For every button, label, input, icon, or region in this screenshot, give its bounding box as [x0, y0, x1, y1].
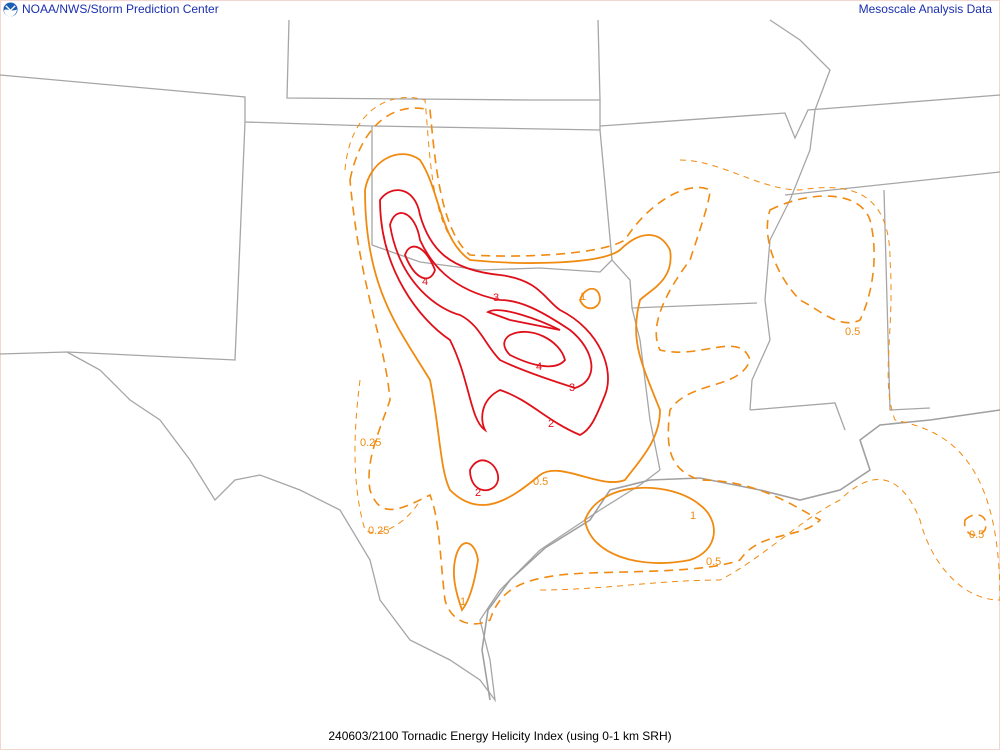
- contour-label: 0.25: [360, 437, 381, 449]
- contour-label: 4: [422, 276, 428, 288]
- contour-label: 2: [548, 418, 554, 430]
- contour-label: 3: [569, 382, 575, 394]
- contour-labels: 4 3 4 3 2 2 0.5 1 0.25 0.25 1 1 0.5 0.5 …: [360, 276, 984, 608]
- contour-label: 2: [475, 487, 481, 499]
- header-left-title: NOAA/NWS/Storm Prediction Center: [22, 2, 219, 16]
- contour-label: 0.25: [368, 525, 389, 537]
- contour-label: 4: [536, 361, 542, 373]
- contour-label: 0.5: [533, 476, 548, 488]
- map-caption: 240603/2100 Tornadic Energy Helicity Ind…: [328, 729, 672, 743]
- contours-red: [379, 189, 609, 492]
- state-boundaries: [0, 19, 1000, 471]
- contours-orange-dashed: [349, 107, 987, 625]
- contour-label: 1: [690, 510, 696, 522]
- header-right-title: Mesoscale Analysis Data: [858, 2, 992, 16]
- contour-label: 0.5: [969, 529, 984, 541]
- contour-label: 3: [493, 292, 499, 304]
- contour-label: 0.5: [706, 556, 721, 568]
- contours-orange-solid: [364, 153, 715, 612]
- contours-orange-thin: [344, 97, 1000, 601]
- contour-label: 0.5: [845, 326, 860, 338]
- gulf-coastline: [481, 409, 1000, 701]
- contour-label: 1: [580, 291, 586, 303]
- noaa-logo-icon: [3, 2, 18, 17]
- contour-label: 1: [460, 596, 466, 608]
